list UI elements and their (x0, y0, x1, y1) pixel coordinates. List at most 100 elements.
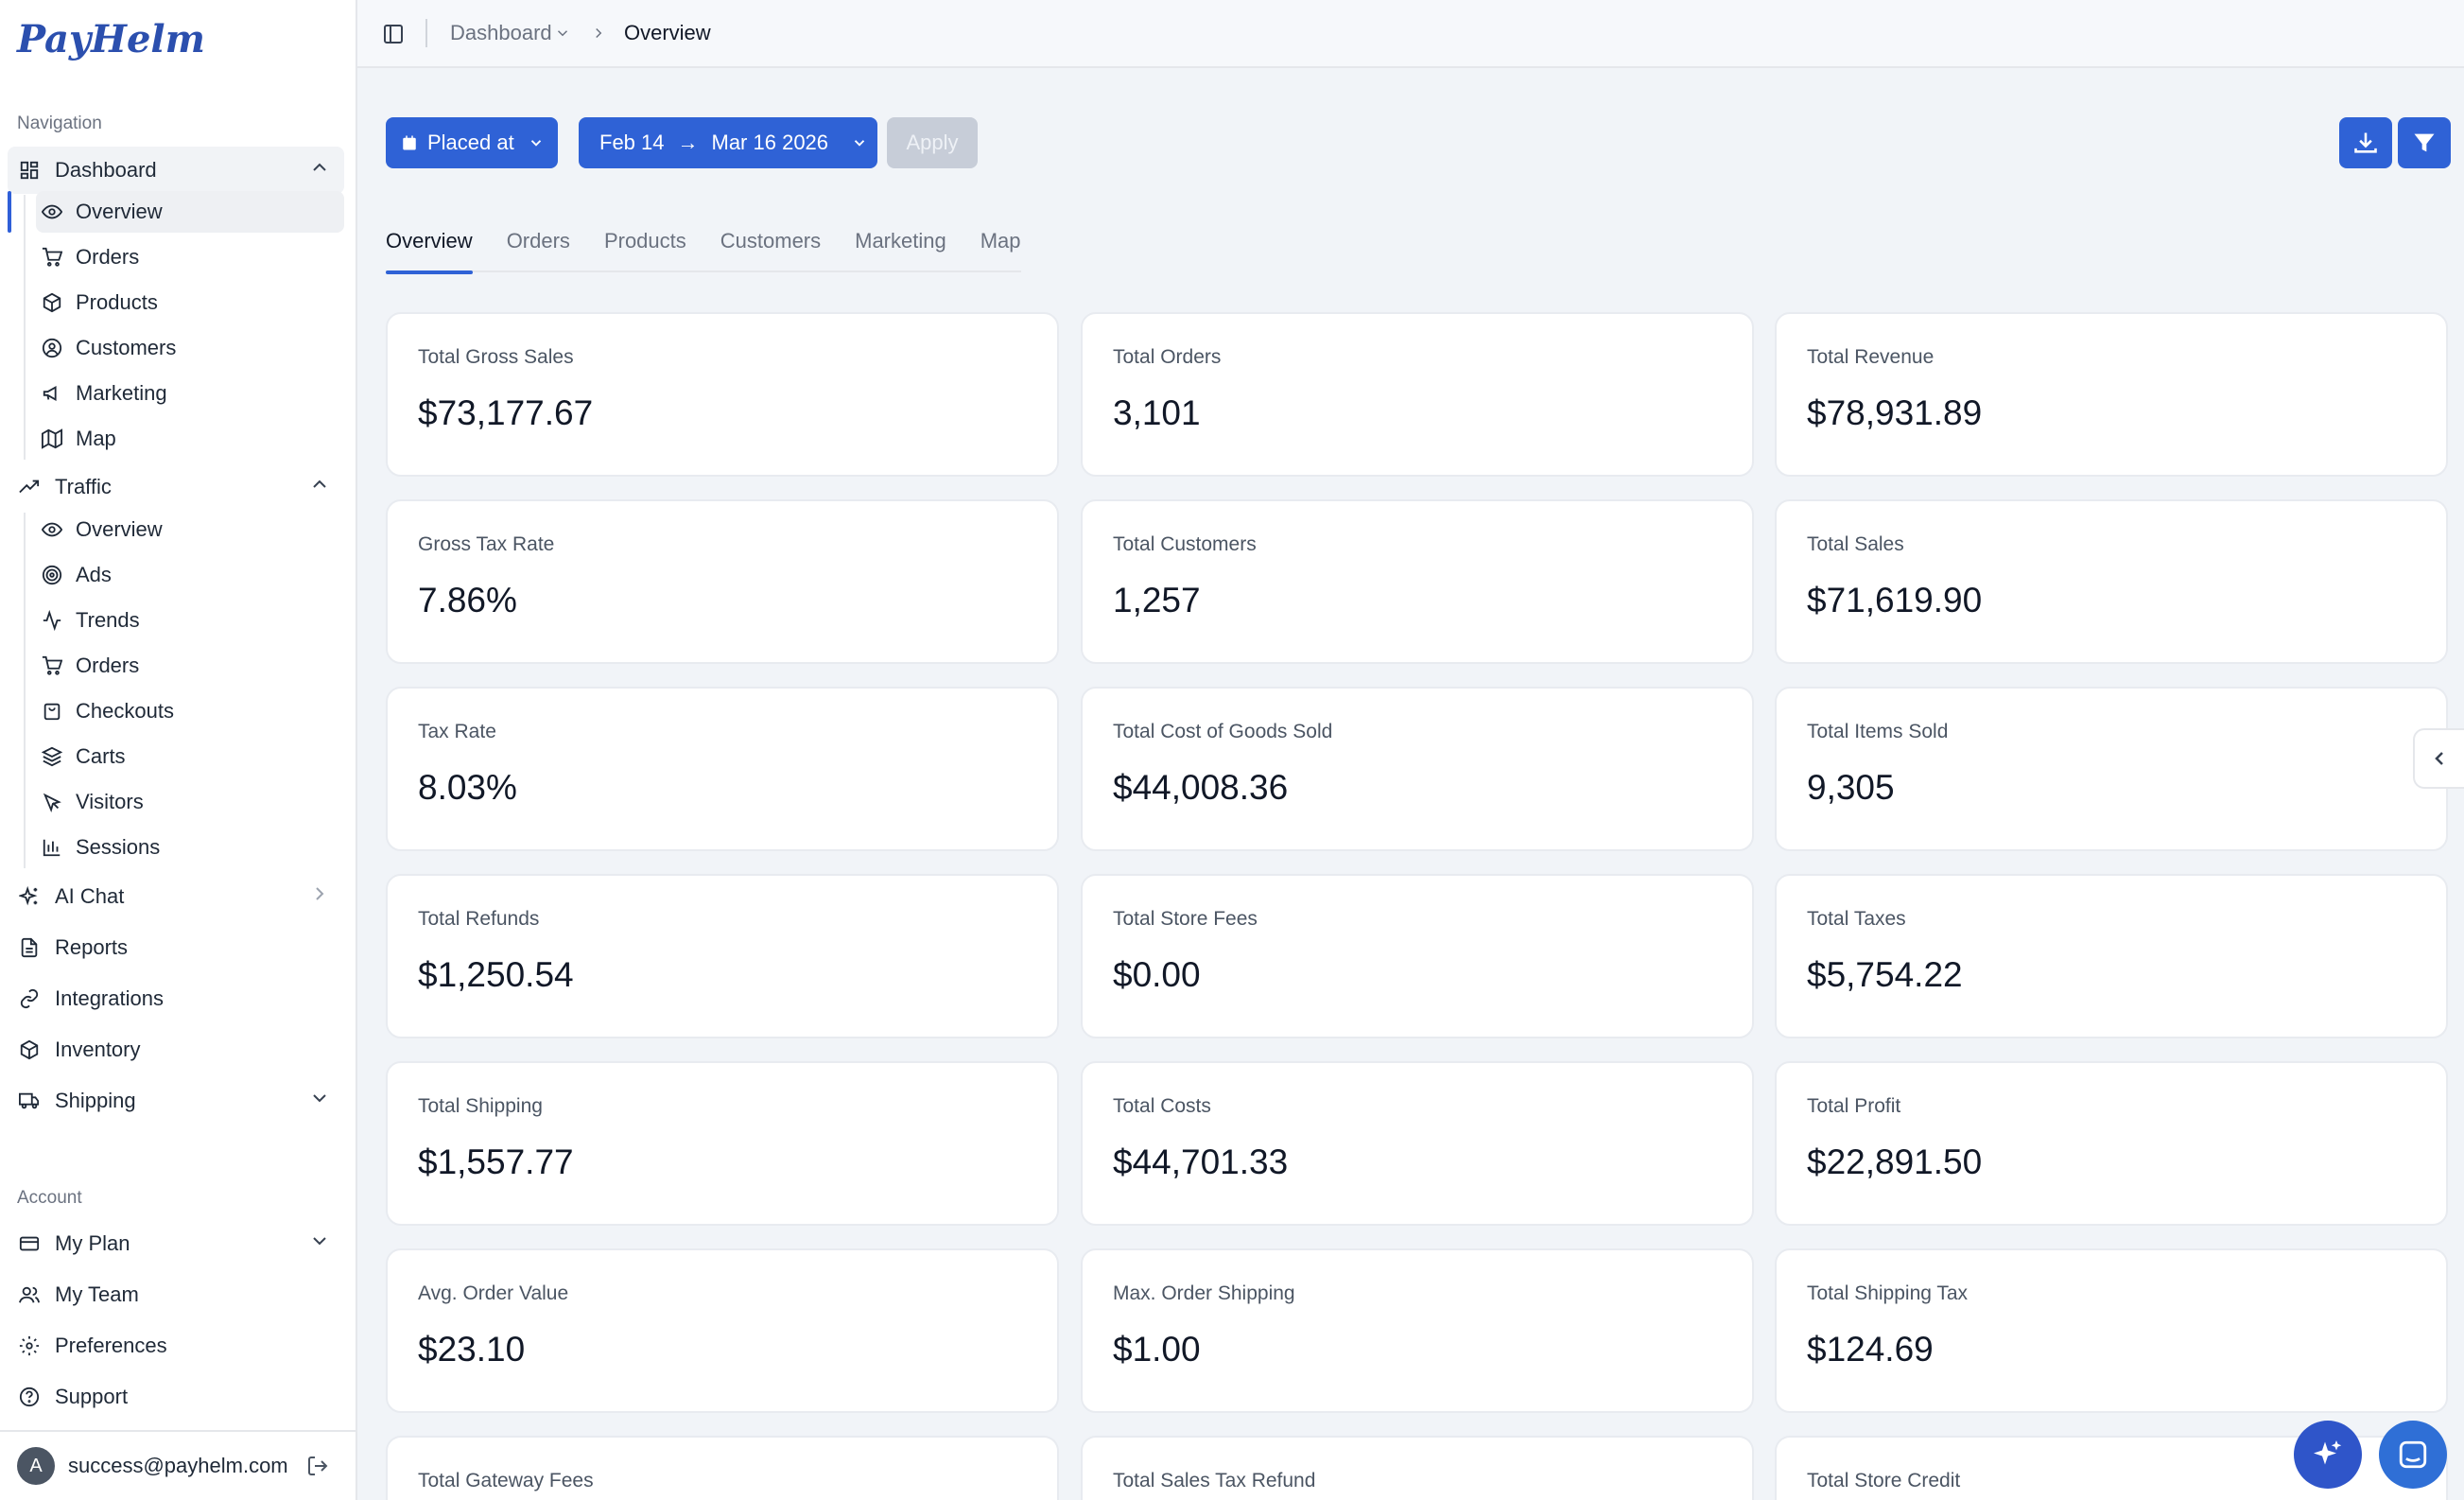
eye-icon (40, 200, 64, 224)
sidebar-toggle-icon[interactable] (382, 23, 405, 45)
metric-label: Total Gateway Fees (418, 1470, 594, 1491)
cart-icon (40, 654, 64, 678)
sidebar-item-carts[interactable]: Carts (36, 736, 344, 777)
metric-label: Total Shipping (418, 1095, 543, 1117)
chevron-down-icon[interactable] (554, 25, 571, 42)
metric-label: Gross Tax Rate (418, 533, 555, 555)
sidebar-item-my-team[interactable]: My Team (8, 1271, 344, 1318)
metric-card: Total Items Sold 9,305 (1775, 687, 2448, 851)
sidebar-item-traffic-orders[interactable]: Orders (36, 645, 344, 687)
sidebar-item-integrations[interactable]: Integrations (8, 975, 344, 1022)
metric-card: Total Costs $44,701.33 (1081, 1061, 1754, 1226)
filter-button[interactable] (2398, 117, 2451, 168)
sidebar-item-trends[interactable]: Trends (36, 600, 344, 641)
download-button[interactable] (2339, 117, 2392, 168)
metric-label: Tax Rate (418, 721, 496, 742)
sidebar-item-label: Ads (76, 563, 112, 586)
metric-card: Total Customers 1,257 (1081, 499, 1754, 664)
metric-label: Total Sales (1807, 533, 1904, 555)
breadcrumb-dashboard[interactable]: Dashboard (450, 21, 552, 44)
sidebar-item-products[interactable]: Products (36, 282, 344, 323)
brand-logo[interactable]: PayHelm (17, 17, 205, 61)
sidebar-item-ai-chat[interactable]: AI Chat (8, 873, 344, 920)
apply-button[interactable]: Apply (887, 117, 978, 168)
metric-value: $5,754.22 (1807, 955, 1963, 994)
metric-value: 3,101 (1113, 393, 1201, 432)
metric-value: $71,619.90 (1807, 581, 1983, 619)
metric-label: Total Orders (1113, 346, 1222, 368)
sidebar-item-inventory[interactable]: Inventory (8, 1026, 344, 1073)
megaphone-icon (40, 381, 64, 406)
avatar[interactable]: A (17, 1447, 55, 1485)
metric-value: $78,931.89 (1807, 393, 1983, 432)
metric-card: Total Gross Sales $73,177.67 (386, 312, 1059, 477)
sidebar-item-marketing[interactable]: Marketing (36, 373, 344, 414)
chevron-up-icon (308, 473, 331, 496)
metric-value: 9,305 (1807, 768, 1895, 807)
active-indicator (8, 191, 11, 233)
metric-label: Total Refunds (418, 908, 540, 930)
sidebar-item-support[interactable]: Support (8, 1373, 344, 1421)
sidebar-item-overview[interactable]: Overview (36, 191, 344, 233)
metric-value: $1,557.77 (418, 1142, 574, 1181)
chat-support-button[interactable] (2379, 1421, 2447, 1489)
sidebar-item-traffic[interactable]: Traffic (8, 463, 344, 511)
sidebar-item-traffic-overview[interactable]: Overview (36, 509, 344, 550)
breadcrumb-current: Overview (624, 21, 711, 44)
navigation-section-label: Navigation (17, 113, 102, 133)
tab-map[interactable]: Map (980, 229, 1021, 253)
metric-card: Avg. Order Value $23.10 (386, 1248, 1059, 1413)
ai-assistant-button[interactable] (2294, 1421, 2362, 1489)
tab-marketing[interactable]: Marketing (855, 229, 946, 253)
metric-card: Total Revenue $78,931.89 (1775, 312, 2448, 477)
bar-chart-icon (40, 835, 64, 860)
metric-card: Total Store Fees $0.00 (1081, 874, 1754, 1038)
sidebar-item-shipping[interactable]: Shipping (8, 1077, 344, 1125)
metric-value: $44,008.36 (1113, 768, 1289, 807)
gear-icon (17, 1334, 42, 1358)
metric-card: Total Profit $22,891.50 (1775, 1061, 2448, 1226)
sidebar-item-map[interactable]: Map (36, 418, 344, 460)
sidebar-item-label: Traffic (55, 475, 112, 498)
account-section-label: Account (17, 1188, 82, 1208)
tab-orders[interactable]: Orders (506, 229, 570, 253)
calendar-icon (401, 134, 418, 151)
panel-toggle-button[interactable] (2413, 728, 2464, 789)
tab-products[interactable]: Products (603, 229, 686, 253)
chevron-down-icon (308, 1087, 331, 1109)
dashboard-icon (17, 158, 42, 183)
sidebar-item-preferences[interactable]: Preferences (8, 1322, 344, 1369)
chevron-down-icon (308, 1230, 331, 1252)
link-icon (17, 986, 42, 1011)
sidebar-item-dashboard[interactable]: Dashboard (8, 147, 344, 194)
sidebar-item-reports[interactable]: Reports (8, 924, 344, 971)
sidebar-item-my-plan[interactable]: My Plan (8, 1220, 344, 1267)
sidebar-item-visitors[interactable]: Visitors (36, 781, 344, 823)
user-profile[interactable]: A success@payhelm.com (0, 1430, 357, 1500)
bag-icon (40, 699, 64, 724)
logout-icon[interactable] (306, 1455, 329, 1477)
sidebar-item-label: Inventory (55, 1038, 141, 1061)
sidebar-item-label: My Team (55, 1282, 139, 1306)
metric-value: $1,250.54 (418, 955, 574, 994)
date-range-picker[interactable]: Feb 14 → Mar 16 2026 (579, 117, 877, 168)
sidebar-item-sessions[interactable]: Sessions (36, 827, 344, 868)
tab-overview[interactable]: Overview (386, 223, 473, 274)
sidebar-item-orders[interactable]: Orders (36, 236, 344, 278)
date-field-dropdown[interactable]: Placed at (386, 117, 558, 168)
sidebar-item-ads[interactable]: Ads (36, 554, 344, 596)
tree-line (24, 513, 26, 868)
metric-label: Total Sales Tax Refund (1113, 1470, 1316, 1491)
sidebar-item-label: Customers (76, 336, 177, 359)
download-icon (2352, 130, 2379, 156)
target-icon (40, 563, 64, 587)
sidebar-item-customers[interactable]: Customers (36, 327, 344, 369)
box-icon (17, 1038, 42, 1062)
sidebar-item-checkouts[interactable]: Checkouts (36, 690, 344, 732)
tab-customers[interactable]: Customers (720, 229, 822, 253)
sidebar-item-label: Visitors (76, 790, 144, 813)
metric-card: Total Shipping $1,557.77 (386, 1061, 1059, 1226)
sidebar-item-label: Shipping (55, 1089, 136, 1112)
top-bar: Dashboard Overview (357, 0, 2464, 68)
metric-value: $73,177.67 (418, 393, 594, 432)
